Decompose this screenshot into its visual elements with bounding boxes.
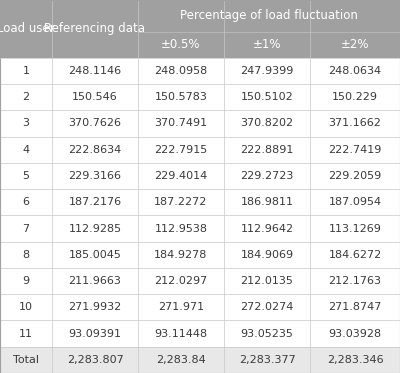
Text: ±2%: ±2% xyxy=(341,38,369,51)
Text: 6: 6 xyxy=(22,197,30,207)
Text: ±0.5%: ±0.5% xyxy=(161,38,201,51)
Text: 11: 11 xyxy=(19,329,33,339)
Bar xyxy=(0,320,400,347)
Text: 222.8634: 222.8634 xyxy=(68,145,122,155)
Text: 2,283.84: 2,283.84 xyxy=(156,355,206,365)
Text: 150.229: 150.229 xyxy=(332,92,378,102)
Text: 93.11448: 93.11448 xyxy=(154,329,208,339)
Text: 271.8747: 271.8747 xyxy=(328,303,382,312)
Bar xyxy=(0,242,400,268)
Text: Percentage of load fluctuation: Percentage of load fluctuation xyxy=(180,9,358,22)
Text: 222.8891: 222.8891 xyxy=(240,145,294,155)
Text: 93.05235: 93.05235 xyxy=(240,329,294,339)
Text: 185.0045: 185.0045 xyxy=(68,250,122,260)
Text: 186.9811: 186.9811 xyxy=(240,197,294,207)
Text: 2,283.377: 2,283.377 xyxy=(239,355,295,365)
Text: Referencing data: Referencing data xyxy=(44,22,146,35)
Text: 8: 8 xyxy=(22,250,30,260)
Text: 370.7626: 370.7626 xyxy=(68,119,122,128)
Text: 184.9278: 184.9278 xyxy=(154,250,208,260)
Bar xyxy=(0,0,400,58)
Bar xyxy=(0,58,400,84)
Text: 150.5783: 150.5783 xyxy=(154,92,208,102)
Text: 3: 3 xyxy=(22,119,30,128)
Text: 247.9399: 247.9399 xyxy=(240,66,294,76)
Text: 222.7419: 222.7419 xyxy=(328,145,382,155)
Text: 2,283.346: 2,283.346 xyxy=(327,355,383,365)
Text: Load user: Load user xyxy=(0,22,55,35)
Text: 112.9538: 112.9538 xyxy=(154,223,208,233)
Text: 187.2272: 187.2272 xyxy=(154,197,208,207)
Text: 248.0958: 248.0958 xyxy=(154,66,208,76)
Text: 229.2723: 229.2723 xyxy=(240,171,294,181)
Text: 7: 7 xyxy=(22,223,30,233)
Bar xyxy=(0,110,400,137)
Text: 370.7491: 370.7491 xyxy=(154,119,208,128)
Bar xyxy=(0,216,400,242)
Text: 184.6272: 184.6272 xyxy=(328,250,382,260)
Text: 370.8202: 370.8202 xyxy=(240,119,294,128)
Text: 5: 5 xyxy=(22,171,30,181)
Text: 113.1269: 113.1269 xyxy=(328,223,382,233)
Text: 1: 1 xyxy=(22,66,30,76)
Text: 212.0297: 212.0297 xyxy=(154,276,208,286)
Text: 212.1763: 212.1763 xyxy=(328,276,382,286)
Text: 229.3166: 229.3166 xyxy=(68,171,122,181)
Bar xyxy=(0,84,400,110)
Text: 150.546: 150.546 xyxy=(72,92,118,102)
Text: 187.0954: 187.0954 xyxy=(328,197,382,207)
Text: 271.971: 271.971 xyxy=(158,303,204,312)
Text: 248.0634: 248.0634 xyxy=(328,66,382,76)
Text: 229.4014: 229.4014 xyxy=(154,171,208,181)
Text: 211.9663: 211.9663 xyxy=(68,276,122,286)
Text: 248.1146: 248.1146 xyxy=(68,66,122,76)
Text: 229.2059: 229.2059 xyxy=(328,171,382,181)
Text: 212.0135: 212.0135 xyxy=(240,276,294,286)
Bar xyxy=(0,137,400,163)
Bar xyxy=(0,294,400,320)
Text: ±1%: ±1% xyxy=(253,38,281,51)
Text: 2,283.807: 2,283.807 xyxy=(67,355,123,365)
Text: 272.0274: 272.0274 xyxy=(240,303,294,312)
Text: 184.9069: 184.9069 xyxy=(240,250,294,260)
Text: 2: 2 xyxy=(22,92,30,102)
Text: 222.7915: 222.7915 xyxy=(154,145,208,155)
Text: 93.09391: 93.09391 xyxy=(68,329,122,339)
Text: 187.2176: 187.2176 xyxy=(68,197,122,207)
Bar xyxy=(0,163,400,189)
Text: 10: 10 xyxy=(19,303,33,312)
Text: Total: Total xyxy=(13,355,39,365)
Bar xyxy=(0,189,400,216)
Text: 93.03928: 93.03928 xyxy=(328,329,382,339)
Text: 9: 9 xyxy=(22,276,30,286)
Text: 112.9642: 112.9642 xyxy=(240,223,294,233)
Text: 150.5102: 150.5102 xyxy=(241,92,293,102)
Text: 371.1662: 371.1662 xyxy=(328,119,382,128)
Bar xyxy=(0,347,400,373)
Text: 4: 4 xyxy=(22,145,30,155)
Text: 112.9285: 112.9285 xyxy=(68,223,122,233)
Bar xyxy=(0,268,400,294)
Text: 271.9932: 271.9932 xyxy=(68,303,122,312)
